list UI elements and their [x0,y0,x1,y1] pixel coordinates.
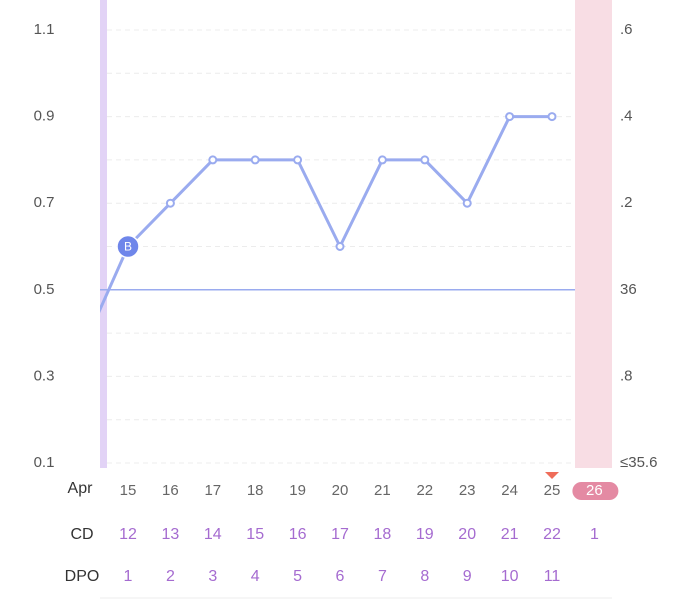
date-label: 16 [162,482,179,499]
row-value: 3 [208,568,217,585]
row-value: 7 [378,568,387,585]
row-value: 17 [331,526,349,543]
date-label: 19 [289,482,306,499]
y2-tick-label: .4 [620,108,633,125]
month-label: Apr [68,480,94,497]
date-label: 20 [332,482,349,499]
date-label: 24 [501,482,518,499]
date-label: 18 [247,482,264,499]
row-value: 12 [119,526,137,543]
y2-tick-label: 36 [620,281,637,298]
y2-tick-label: .2 [620,194,633,211]
current-pill [572,482,619,500]
point [420,155,430,165]
date-label: 15 [120,482,137,499]
point [165,198,175,208]
row-value: 22 [543,526,561,543]
point [505,112,515,122]
row-value: 14 [204,526,222,543]
row-value: 9 [463,568,472,585]
row-value: 6 [336,568,345,585]
row-value: 19 [416,526,434,543]
date-label: 17 [204,482,221,499]
date-label: 23 [459,482,476,499]
point [547,112,557,122]
period-band [100,0,107,468]
y-tick-label: 1.1 [34,21,55,38]
row-value: 15 [246,526,264,543]
date-label: 22 [416,482,433,499]
point [462,198,472,208]
date-label: 26 [586,482,603,499]
y-tick-label: 0.3 [34,367,55,384]
plot-area [100,115,552,314]
row-value: 10 [501,568,519,585]
row-value: 20 [458,526,476,543]
y2-tick-label: .6 [620,21,633,38]
marker-label: B [124,240,132,254]
y2-tick-label: .8 [620,367,633,384]
today-band [575,0,612,468]
y-tick-label: 0.1 [34,454,55,471]
row-label: CD [70,526,93,543]
row-value: 13 [162,526,180,543]
point [250,155,260,165]
row-value: 18 [374,526,392,543]
row-value: 2 [166,568,175,585]
row-value: 5 [293,568,302,585]
row-value: 4 [251,568,260,585]
y-tick-label: 0.5 [34,281,55,298]
date-label: 21 [374,482,391,499]
today-flag [545,472,559,479]
marker-badge [116,234,140,259]
y-tick-label: 0.9 [34,108,55,125]
row-label: DPO [65,568,100,585]
row-value: 8 [420,568,429,585]
point [377,155,387,165]
y2-tick-label: ≤35.6 [620,454,657,471]
row-value: 11 [544,568,561,585]
row-value: 21 [501,526,519,543]
point [293,155,303,165]
series-line [100,115,552,314]
row-value: 1 [124,568,133,585]
point [335,242,345,251]
row-value: 16 [289,526,307,543]
y-tick-label: 0.7 [34,194,55,211]
point [208,155,218,165]
date-label: 25 [544,482,561,499]
row-value: 1 [590,526,599,543]
